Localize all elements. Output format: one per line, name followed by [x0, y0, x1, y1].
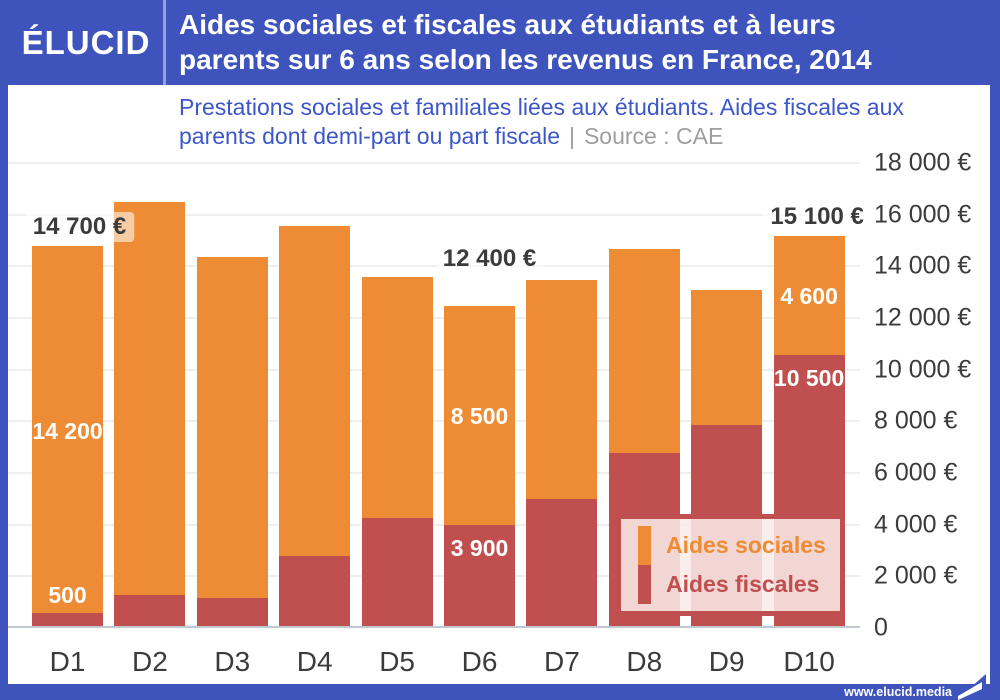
- gridline-2000: [8, 575, 860, 578]
- legend-label-aides-fiscales: Aides fiscales: [666, 571, 820, 597]
- segment-label-D1-social: 14 200: [32, 417, 103, 444]
- x-label-D8: D8: [626, 646, 663, 677]
- bar-segment-aides-sociales-D2: [114, 202, 186, 595]
- header-divider: [163, 0, 166, 85]
- bar-segment-aides-fiscales-D2: [114, 595, 186, 626]
- legend-item-aides-fiscales: Aides fiscales: [638, 565, 840, 604]
- chart-subtitle: Prestations sociales et familiales liées…: [179, 93, 989, 151]
- y-tick-6000: 6 000 €: [874, 458, 958, 487]
- bar-D5: [361, 277, 433, 626]
- bar-segment-aides-sociales-D6: [444, 305, 515, 526]
- bar-segment-aides-fiscales-D5: [361, 517, 433, 626]
- gridline-6000: [8, 472, 860, 474]
- y-tick-10000: 10 000 €: [874, 355, 972, 384]
- legend-swatch-aides-fiscales: [638, 565, 651, 604]
- gridline-16000: [8, 213, 860, 216]
- legend-item-aides-sociales: Aides sociales: [638, 526, 840, 565]
- gridline-12000: [8, 317, 860, 319]
- x-label-D5: D5: [379, 646, 415, 677]
- x-label-D10: D10: [783, 646, 835, 677]
- x-label-D9: D9: [708, 646, 745, 677]
- x-label-D4: D4: [296, 646, 333, 677]
- bar-segment-aides-fiscales-D3: [196, 597, 268, 626]
- legend-label-aides-sociales: Aides sociales: [666, 532, 826, 558]
- bar-D4: [279, 225, 351, 626]
- website-url: www.elucid.media: [844, 685, 952, 699]
- y-axis-ticks: 0 2 000 € 4 000 € 6 000 € 8 000 € 10 000 € 12 …: [874, 0, 994, 700]
- elucid-flag-icon: [952, 674, 986, 700]
- gridline-4000: [8, 523, 860, 526]
- x-label-D2: D2: [131, 646, 168, 677]
- bar-segment-aides-sociales-D9: [691, 290, 763, 425]
- gridline-18000: [8, 162, 860, 164]
- segment-label-D1-fiscal: 500: [48, 582, 87, 609]
- total-label-D6: 12 400 €: [434, 243, 545, 274]
- bar-segment-aides-sociales-D4: [279, 225, 351, 557]
- chart-title: Aides sociales et fiscales aux étudiants…: [179, 7, 989, 77]
- segment-label-D6-fiscal: 3 900: [450, 535, 509, 562]
- bar-segment-aides-sociales-D3: [196, 256, 268, 598]
- gridline-10000: [8, 368, 860, 371]
- total-label-D1: 14 700 €: [24, 212, 135, 243]
- bar-segment-aides-sociales-D7: [526, 279, 598, 500]
- bar-D3: [196, 256, 268, 626]
- segment-label-D6-social: 8 500: [450, 403, 509, 430]
- bar-D1: [32, 246, 103, 626]
- total-label-D10: 15 100 €: [762, 201, 872, 232]
- y-tick-0: 0: [874, 613, 888, 642]
- subtitle-line2: parents dont demi-part ou part fiscale | S…: [179, 122, 989, 151]
- left-border: [0, 85, 8, 700]
- legend: Aides sociales Aides fiscales: [616, 514, 845, 616]
- bar-segment-aides-sociales-D10: [773, 235, 845, 355]
- bar-segment-aides-fiscales-D4: [279, 556, 351, 626]
- y-tick-4000: 4 000 €: [874, 510, 958, 539]
- bar-D7: [526, 279, 598, 626]
- segment-label-D10-fiscal: 10 500: [773, 364, 845, 391]
- y-tick-16000: 16 000 €: [874, 200, 972, 229]
- chart-title-line2: parents sur 6 ans selon les revenus en F…: [179, 44, 872, 75]
- legend-swatch-aides-sociales: [638, 526, 651, 565]
- y-tick-2000: 2 000 €: [874, 561, 958, 590]
- x-label-D7: D7: [543, 646, 580, 677]
- subtitle-line1: Prestations sociales et familiales liées…: [179, 94, 904, 120]
- y-tick-18000: 18 000 €: [874, 148, 972, 177]
- bar-segment-aides-fiscales-D1: [32, 613, 103, 626]
- plot-area: 14 700 € 12 400 € 15 100 € 14 200 500 8 500 3 …: [8, 162, 872, 628]
- header-band: ÉLUCID Aides sociales et fiscales aux ét…: [0, 0, 1000, 85]
- footer-band: [0, 684, 1000, 700]
- y-tick-12000: 12 000 €: [874, 303, 972, 332]
- right-border: [990, 85, 1000, 700]
- subtitle-line2-text: parents dont demi-part ou part fiscale: [179, 123, 560, 149]
- x-label-D1: D1: [49, 646, 86, 677]
- bar-segment-aides-sociales-D5: [361, 277, 433, 518]
- bar-segment-aides-sociales-D1: [32, 246, 103, 614]
- bar-segment-aides-fiscales-D7: [526, 499, 598, 626]
- x-axis-labels: D1 D2 D3 D4 D5 D6 D7 D8 D9 D10: [8, 646, 860, 686]
- segment-label-D10-social: 4 600: [780, 283, 838, 310]
- chart-title-line1: Aides sociales et fiscales aux étudiants…: [179, 9, 836, 40]
- subtitle-separator: |: [568, 123, 575, 149]
- y-tick-8000: 8 000 €: [874, 406, 958, 435]
- y-tick-14000: 14 000 €: [874, 251, 972, 280]
- x-label-D6: D6: [461, 646, 498, 677]
- bar-D2: [114, 202, 186, 626]
- x-axis-baseline: [8, 626, 860, 628]
- elucid-logo: ÉLUCID: [21, 23, 151, 61]
- gridline-14000: [8, 265, 860, 268]
- bar-D6: [444, 305, 515, 626]
- bar-segment-aides-sociales-D8: [608, 248, 680, 453]
- subtitle-source: Source : CAE: [583, 123, 724, 149]
- bar-segment-aides-fiscales-D6: [444, 525, 515, 626]
- gridline-8000: [8, 420, 860, 423]
- x-label-D3: D3: [214, 646, 251, 677]
